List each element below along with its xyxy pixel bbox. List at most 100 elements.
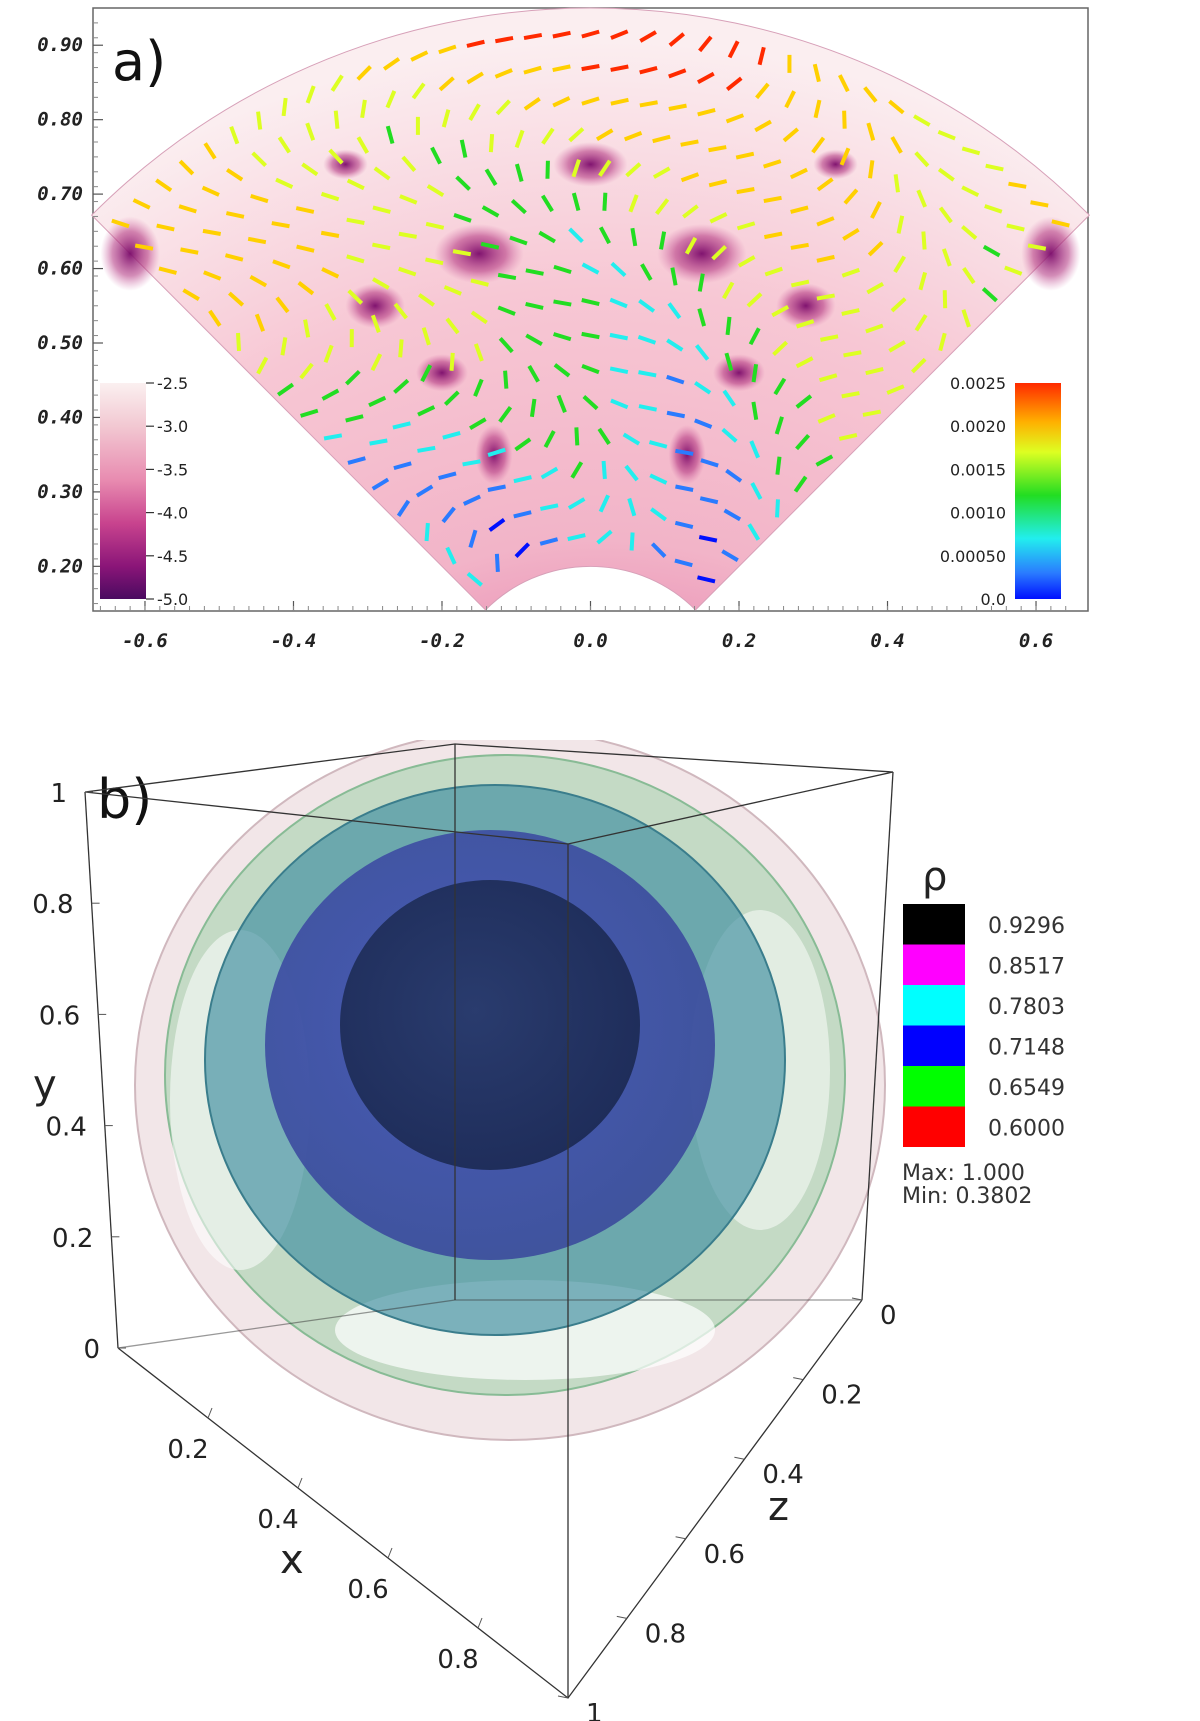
vector-glyph	[371, 477, 390, 491]
vector-glyph	[539, 503, 559, 511]
vector-glyph	[134, 243, 154, 251]
vector-glyph	[473, 343, 484, 362]
x-tick-label: -0.6	[122, 630, 168, 652]
vector-glyph	[556, 394, 567, 414]
vector-glyph	[581, 331, 600, 340]
vector-glyph	[795, 319, 815, 329]
y-tick-label: 0.20	[37, 555, 83, 577]
x-tick-mark	[297, 1477, 303, 1489]
vector-glyph	[385, 125, 395, 145]
x-axis: -0.6 -0.4 -0.2 0.0 0.2 0.4 0.6	[99, 601, 1067, 652]
vector-glyph	[751, 363, 759, 383]
vector-glyph	[132, 198, 151, 210]
cb-right-tick-label: 0.0020	[950, 417, 1006, 436]
chart-b: b) 00.20.40.60.810.20.40.60.800.20.40.60…	[32, 740, 1065, 1721]
vector-glyph	[347, 456, 366, 465]
legend-swatch	[903, 1106, 965, 1147]
z-tick-label: 0.8	[645, 1619, 686, 1649]
vector-glyph	[201, 185, 220, 197]
vector-glyph	[443, 285, 462, 296]
vector-glyph	[510, 199, 527, 215]
vector-glyph	[281, 97, 288, 117]
vector-glyph	[503, 370, 509, 389]
vector-glyph	[961, 146, 981, 156]
vector-glyph	[725, 113, 745, 124]
vector-glyph	[652, 166, 671, 179]
vector-glyph	[750, 482, 763, 500]
vector-glyph	[328, 148, 344, 165]
vector-glyph	[581, 96, 600, 106]
vector-glyph	[639, 100, 658, 108]
vector-glyph	[393, 302, 408, 320]
vector-glyph	[941, 248, 952, 267]
chart-a: 0.900.800.700.600.500.400.300.20 -0.6 -0.…	[37, 7, 1091, 652]
axis-label-y: y	[33, 1062, 57, 1108]
vector-glyph	[438, 76, 455, 92]
vector-glyph	[568, 127, 585, 143]
cb-left-tick-label: -3.0	[157, 417, 188, 436]
vector-glyph	[655, 198, 670, 215]
vector-glyph	[513, 510, 532, 519]
vector-glyph	[538, 230, 556, 244]
vector-glyph	[498, 406, 513, 423]
vector-glyph	[866, 281, 884, 295]
vector-glyph	[525, 268, 544, 276]
vector-glyph	[870, 201, 882, 219]
x-tick-label: -0.2	[419, 630, 465, 652]
vector-glyph	[667, 302, 682, 320]
vector-glyph	[984, 204, 1003, 214]
vector-glyph	[275, 296, 290, 314]
legend-label: 0.7148	[988, 1036, 1065, 1061]
vector-glyph	[370, 353, 383, 372]
vector-glyph	[914, 314, 928, 332]
colorbar-left	[100, 383, 146, 599]
colorbar-left-ticks: -2.5 -3.0 -3.5 -4.0 -4.5 -5.0	[146, 374, 188, 609]
vector-glyph	[896, 215, 905, 234]
legend-label: 0.7803	[988, 995, 1065, 1020]
vector-glyph	[711, 244, 727, 261]
vector-glyph	[598, 494, 610, 513]
vector-glyph	[865, 366, 884, 376]
vector-glyph	[441, 109, 451, 128]
vector-glyph	[721, 549, 739, 562]
vector-glyph	[470, 278, 489, 287]
vector-glyph	[694, 418, 713, 429]
vector-glyph	[487, 484, 506, 492]
vector-glyph	[582, 395, 599, 411]
vector-glyph	[670, 267, 678, 286]
vector-glyph	[540, 466, 559, 480]
low-value-region	[776, 283, 836, 329]
axis-label-x: x	[280, 1537, 304, 1583]
legend-title: ρ	[922, 854, 947, 900]
vector-glyph	[609, 366, 629, 374]
legend-swatch	[903, 944, 965, 985]
vector-glyph	[684, 236, 698, 255]
cb-right-tick-label: 0.00050	[940, 547, 1006, 566]
vector-glyph	[623, 130, 643, 142]
vector-glyph	[567, 533, 586, 542]
vector-glyph	[581, 29, 600, 39]
vector-glyph	[277, 136, 291, 154]
axis-label-z: z	[768, 1484, 789, 1530]
vector-glyph	[417, 445, 436, 453]
vector-glyph	[539, 537, 559, 546]
vector-glyph	[396, 499, 411, 517]
vector-glyph	[754, 119, 772, 133]
vector-glyph	[571, 192, 581, 211]
vector-glyph	[609, 297, 628, 309]
vector-glyph	[811, 136, 826, 154]
vector-glyph	[721, 427, 738, 443]
y-tick-label: 0.60	[37, 258, 83, 280]
vector-glyph	[470, 310, 488, 325]
low-value-region	[713, 354, 765, 392]
low-value-region	[553, 142, 628, 187]
vector-glyph	[323, 433, 343, 441]
vector-glyph	[527, 364, 540, 383]
vector-glyph	[385, 90, 397, 109]
vector-glyph	[256, 111, 263, 130]
vector-glyph	[668, 103, 687, 111]
vector-glyph	[498, 337, 514, 354]
vector-glyph	[668, 68, 687, 79]
vector-glyph	[666, 374, 685, 385]
vector-glyph	[639, 30, 657, 43]
